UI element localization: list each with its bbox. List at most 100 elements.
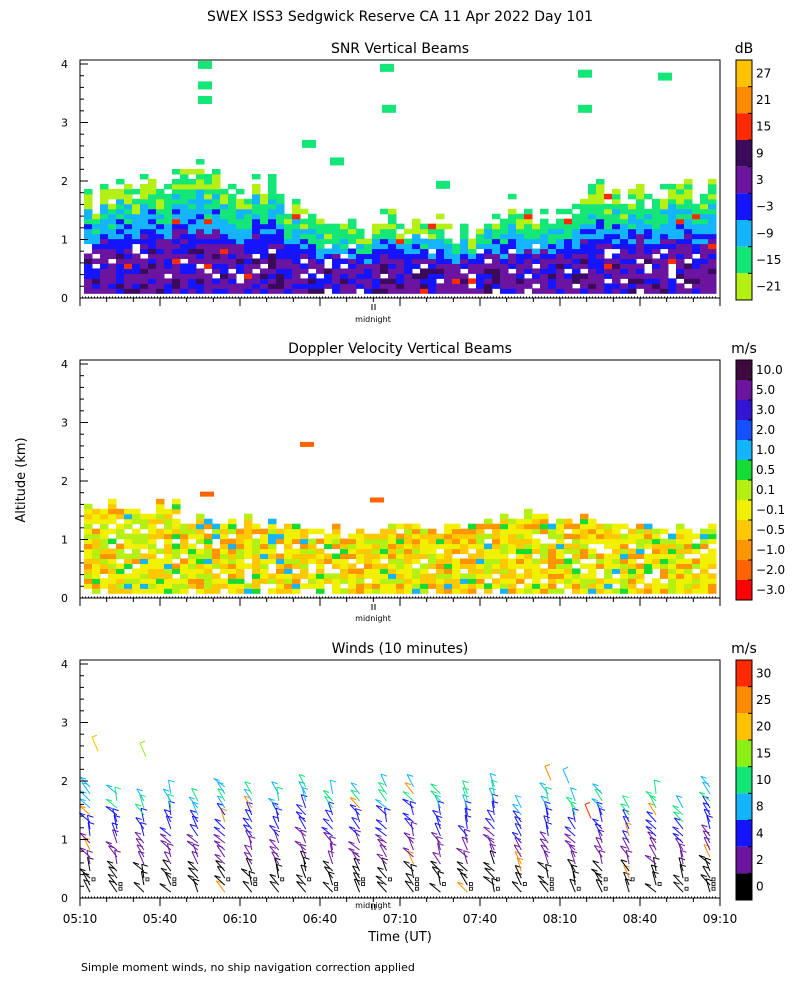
snr-cell [484,263,493,269]
snr-cell [252,233,261,240]
wind-barb-flag [598,807,606,811]
snr-cell [356,233,365,240]
doppler-cell [116,563,125,569]
doppler-cell [468,563,477,569]
snr-cell [612,208,621,215]
wind-barb [375,875,387,886]
snr-cell [380,208,389,215]
snr-cell [644,233,653,240]
doppler-cell [228,518,237,525]
snr-cell [564,253,573,260]
snr-cell [188,238,197,245]
wind-barb-flag [456,847,463,851]
wind-barb-flag [321,826,328,830]
snr-cell [380,288,389,294]
snr-cell [188,253,197,260]
snr-cell [548,263,557,269]
doppler-cell [108,508,117,515]
wind-barb-flag [648,802,655,806]
wind-barb-flag [140,807,148,811]
wind-barb-flag [378,789,385,792]
snr-cell [308,283,317,289]
snr-cell [420,268,429,274]
wind-barb [594,872,603,886]
snr-cell [476,283,485,289]
snr-cell [188,208,197,215]
wind-barb-flag [405,872,412,876]
doppler-cell [380,528,389,535]
colorbar-label: 10 [756,773,771,787]
doppler-cell [244,513,253,520]
doppler-cell [564,563,573,569]
snr-cell [420,253,429,260]
snr-cell [108,223,117,230]
wind-barb-flag [545,821,553,825]
wind-barb [217,795,226,809]
snr-cell [396,273,405,279]
snr-cell [188,233,197,240]
snr-cell [644,193,653,200]
wind-barb-flag [133,881,141,885]
snr-cell [172,188,181,195]
snr-cell [500,253,509,260]
snr-cell [132,273,141,279]
wind-barb-flag [87,814,94,818]
snr-cell [228,228,237,235]
snr-cell [252,238,261,245]
snr-cell [196,208,205,215]
snr-cell [276,223,285,230]
snr-cell [676,243,685,250]
doppler-cell [196,563,205,569]
snr-cell [204,233,213,240]
doppler-cell [676,538,685,545]
snr-cell [708,248,717,255]
doppler-cell [172,528,181,535]
doppler-cell [644,568,653,574]
wind-barb-flag [483,826,490,830]
snr-cell [660,288,669,294]
doppler-cell [380,543,389,550]
wind-barb-flag [213,777,220,781]
snr-cell [588,253,597,260]
snr-cell [708,198,717,205]
snr-cell [668,243,677,250]
snr-cell [276,253,285,260]
snr-cell [412,263,421,269]
doppler-cell [532,528,541,535]
doppler-cell [412,583,421,589]
doppler-cell [572,528,581,535]
snr-cell [340,238,349,245]
doppler-cell [404,578,413,584]
snr-cell [252,263,261,269]
snr-cell [180,198,189,205]
doppler-cell [364,573,373,579]
snr-cell [532,278,541,284]
snr-cell [172,183,181,190]
wind-barb-flag [705,878,713,882]
doppler-cell [580,548,589,555]
doppler-cell [676,528,685,535]
snr-cell [212,258,221,264]
snr-cell [444,258,453,264]
snr-cell [356,248,365,255]
snr-cell [644,288,653,294]
doppler-cell [468,583,477,589]
doppler-cell [252,583,261,589]
doppler-cell [572,583,581,589]
doppler-cell [92,563,101,569]
snr-cell [484,248,493,255]
doppler-cell [236,578,245,584]
snr-cell [484,253,493,260]
doppler-cell [148,583,157,589]
snr-cell [428,238,437,245]
wind-barb-flag [330,779,337,783]
snr-cell [124,273,133,279]
wind-barb [598,808,603,823]
doppler-cell [204,533,213,540]
wind-barb-flag [216,802,224,806]
winds-plot-frame [79,659,721,899]
doppler-cell [148,538,157,545]
wind-barb [191,851,199,865]
snr-cell [100,213,109,220]
doppler-cell [492,578,501,584]
